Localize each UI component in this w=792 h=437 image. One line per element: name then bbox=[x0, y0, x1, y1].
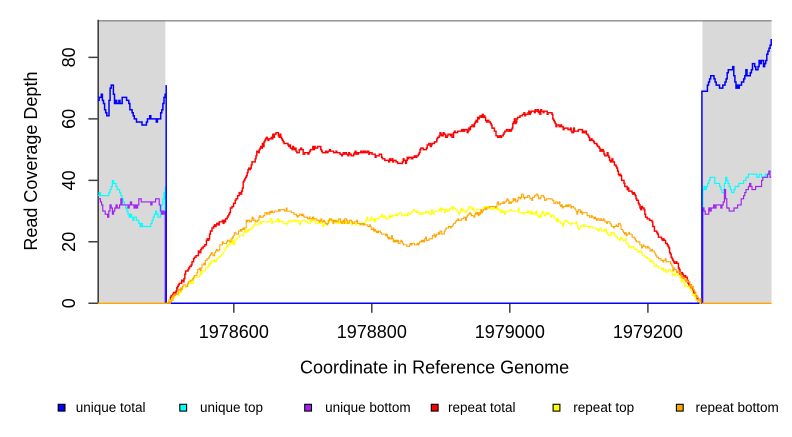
svg-text:repeat bottom: repeat bottom bbox=[696, 400, 779, 415]
svg-text:Read Coverage Depth: Read Coverage Depth bbox=[21, 72, 41, 251]
svg-text:40: 40 bbox=[59, 170, 79, 190]
svg-text:unique total: unique total bbox=[76, 400, 146, 415]
svg-text:1978600: 1978600 bbox=[199, 322, 269, 342]
svg-text:Coordinate in Reference Genome: Coordinate in Reference Genome bbox=[300, 358, 569, 378]
svg-text:80: 80 bbox=[59, 47, 79, 67]
svg-text:0: 0 bbox=[59, 298, 79, 308]
svg-text:unique top: unique top bbox=[200, 400, 263, 415]
svg-text:1978800: 1978800 bbox=[337, 322, 407, 342]
svg-text:20: 20 bbox=[59, 232, 79, 252]
svg-text:unique bottom: unique bottom bbox=[325, 400, 411, 415]
svg-text:1979200: 1979200 bbox=[613, 322, 683, 342]
svg-text:60: 60 bbox=[59, 109, 79, 129]
svg-text:repeat top: repeat top bbox=[573, 400, 634, 415]
svg-text:repeat total: repeat total bbox=[448, 400, 516, 415]
svg-text:1979000: 1979000 bbox=[475, 322, 545, 342]
